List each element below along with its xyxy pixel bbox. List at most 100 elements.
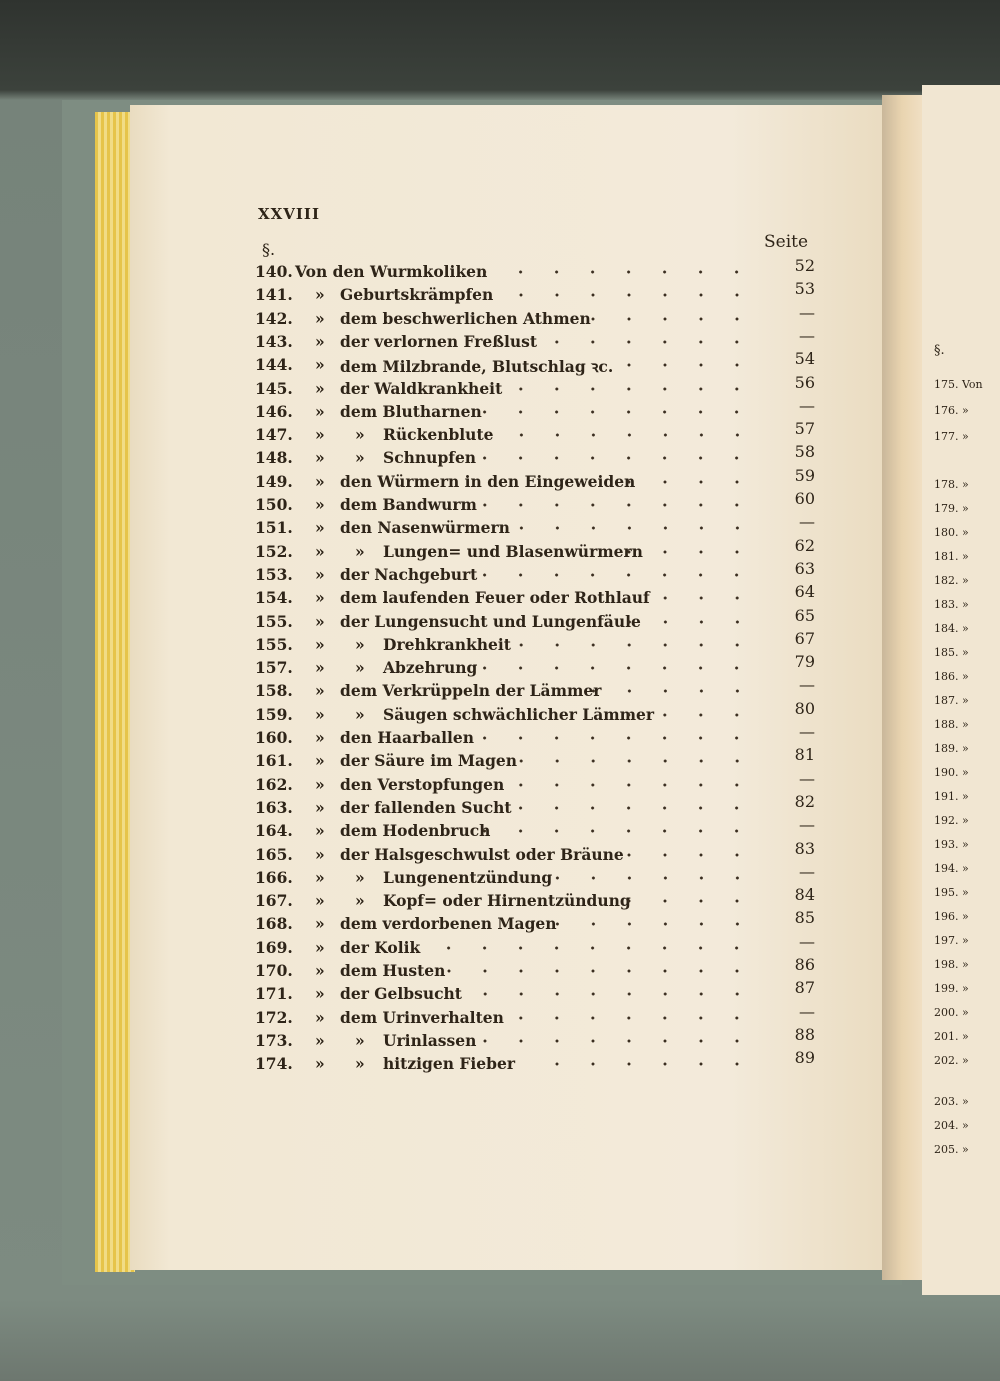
entry-number: 174. (255, 1054, 293, 1074)
ditto-mark: » (315, 285, 325, 305)
entry-title: dem Bandwurm (340, 495, 477, 514)
right-page-entry: 198. » (934, 958, 969, 971)
ditto-mark: » (315, 1007, 325, 1027)
ditto-mark: » (355, 425, 365, 445)
toc-entry: 152. » » Lungen= und Blasenwürmern 62 (255, 536, 815, 564)
leader-dots (472, 666, 755, 671)
entry-page: 65 (794, 605, 815, 625)
toc-entry: 168. » dem verdorbenen Magen 85 (255, 908, 815, 936)
entry-page: — (799, 302, 815, 322)
leader-dots (463, 992, 755, 997)
entry-title: der verlornen Freßlust (340, 331, 538, 351)
ditto-mark: » (315, 984, 325, 1004)
entry-page: 82 (794, 791, 815, 811)
entry-number: 157. (255, 658, 293, 678)
toc-entry: 155. » der Lungensucht und Lungenfäule 65 (255, 606, 815, 634)
toc-entry: 144. » dem Milzbrande, Blutschlag ꝛc. 54 (255, 349, 815, 377)
entry-number: 145. (255, 378, 293, 398)
ditto-mark: » (315, 1030, 325, 1050)
entry-number: 162. (255, 774, 293, 794)
leader-dots (472, 456, 755, 461)
entry-title: Von den Wurmkoliken (295, 262, 488, 281)
entry-title: Lungen= und Blasenwürmern (383, 541, 643, 561)
entry-title: dem Hodenbruch (340, 821, 491, 841)
entry-number: 150. (255, 495, 293, 514)
entry-page: 57 (794, 419, 815, 439)
ditto-mark: » (315, 331, 325, 351)
entry-number: 169. (255, 937, 293, 957)
entry-page: 52 (794, 256, 815, 275)
entry-title: den Würmern in den Eingeweiden (340, 471, 636, 491)
entry-title: der Säure im Magen (340, 751, 518, 771)
entry-number: 163. (255, 797, 293, 817)
ditto-mark: » (315, 425, 325, 445)
entry-title: der fallenden Sucht (340, 797, 512, 817)
entry-title: der Waldkrankheit (340, 378, 503, 398)
entry-title: Kopf= oder Hirnentzündung (383, 891, 631, 911)
ditto-mark: » (315, 821, 325, 841)
right-page-entry: 196. » (934, 910, 969, 923)
ditto-mark: » (315, 658, 325, 678)
entry-number: 170. (255, 961, 293, 980)
entry-number: 152. (255, 541, 293, 561)
ditto-mark: » (315, 728, 325, 747)
ditto-mark: » (315, 448, 325, 468)
toc-entry: 157. » » Abzehrung 79 (255, 652, 815, 680)
entry-title: dem Verkrüppeln der Lämmer (340, 681, 602, 701)
leader-dots (429, 945, 755, 950)
entry-title: Abzehrung (383, 658, 478, 678)
right-page-entry: 199. » (934, 982, 969, 995)
right-page: §. 175. Von 176. » 177. » 178. » 179. » 180. … (922, 85, 1000, 1295)
toc-entry: 171. » der Gelbsucht 87 (255, 978, 815, 1006)
entry-title: Drehkrankheit (383, 634, 511, 654)
right-page-entry: 175. Von (934, 378, 983, 391)
right-page-entry: 204. » (934, 1119, 969, 1132)
entry-number: 153. (255, 564, 293, 584)
leader-dots (498, 782, 755, 787)
ditto-mark: » (315, 844, 325, 864)
right-page-entry: 176. » (934, 404, 969, 417)
entry-title: Lungenentzündung (383, 867, 553, 887)
entry-number: 167. (255, 891, 293, 911)
ditto-mark: » (315, 704, 325, 724)
entry-number: 148. (255, 448, 293, 468)
entry-page: 62 (794, 535, 815, 555)
ditto-mark: » (315, 378, 325, 398)
ditto-mark: » (315, 774, 325, 794)
toc-entry: 159. » » Säugen schwächlicher Lämmer 80 (255, 699, 815, 727)
ditto-mark: » (355, 704, 365, 724)
toc-entry: 167. » » Kopf= oder Hirnentzündung 84 (255, 885, 815, 913)
entry-page: — (799, 1001, 815, 1021)
entry-number: 155. (255, 634, 293, 654)
leader-dots (610, 852, 755, 857)
entry-page: — (799, 815, 815, 835)
ditto-mark: » (315, 611, 325, 631)
entry-number: 164. (255, 821, 293, 841)
leader-dots (472, 736, 755, 740)
book-gutter (882, 95, 922, 1280)
entry-title: den Verstopfungen (340, 774, 505, 794)
entry-page: — (799, 931, 815, 951)
leader-dots (532, 875, 755, 880)
ditto-mark: » (355, 1054, 365, 1074)
entry-title: Säugen schwächlicher Lämmer (383, 704, 655, 724)
entry-page: — (799, 861, 815, 881)
page-folio: XXVIII (258, 205, 320, 223)
ditto-mark: » (315, 518, 325, 538)
leader-dots (567, 316, 755, 321)
entry-number: 158. (255, 681, 293, 701)
ditto-mark: » (355, 541, 365, 561)
entry-page: — (799, 722, 815, 741)
right-page-entry: 178. » (934, 478, 969, 491)
leader-dots (610, 549, 755, 554)
right-page-entry: 203. » (934, 1095, 969, 1108)
ditto-mark: » (315, 961, 325, 980)
leader-dots (472, 829, 755, 834)
ditto-mark: » (315, 495, 325, 514)
ditto-mark: » (355, 448, 365, 468)
right-page-entry: 201. » (934, 1030, 969, 1043)
right-page-entry: 185. » (934, 646, 969, 659)
entry-title: dem Blutharnen (340, 401, 482, 421)
toc-entry: 164. » dem Hodenbruch — (255, 815, 815, 843)
entry-number: 141. (255, 285, 293, 305)
